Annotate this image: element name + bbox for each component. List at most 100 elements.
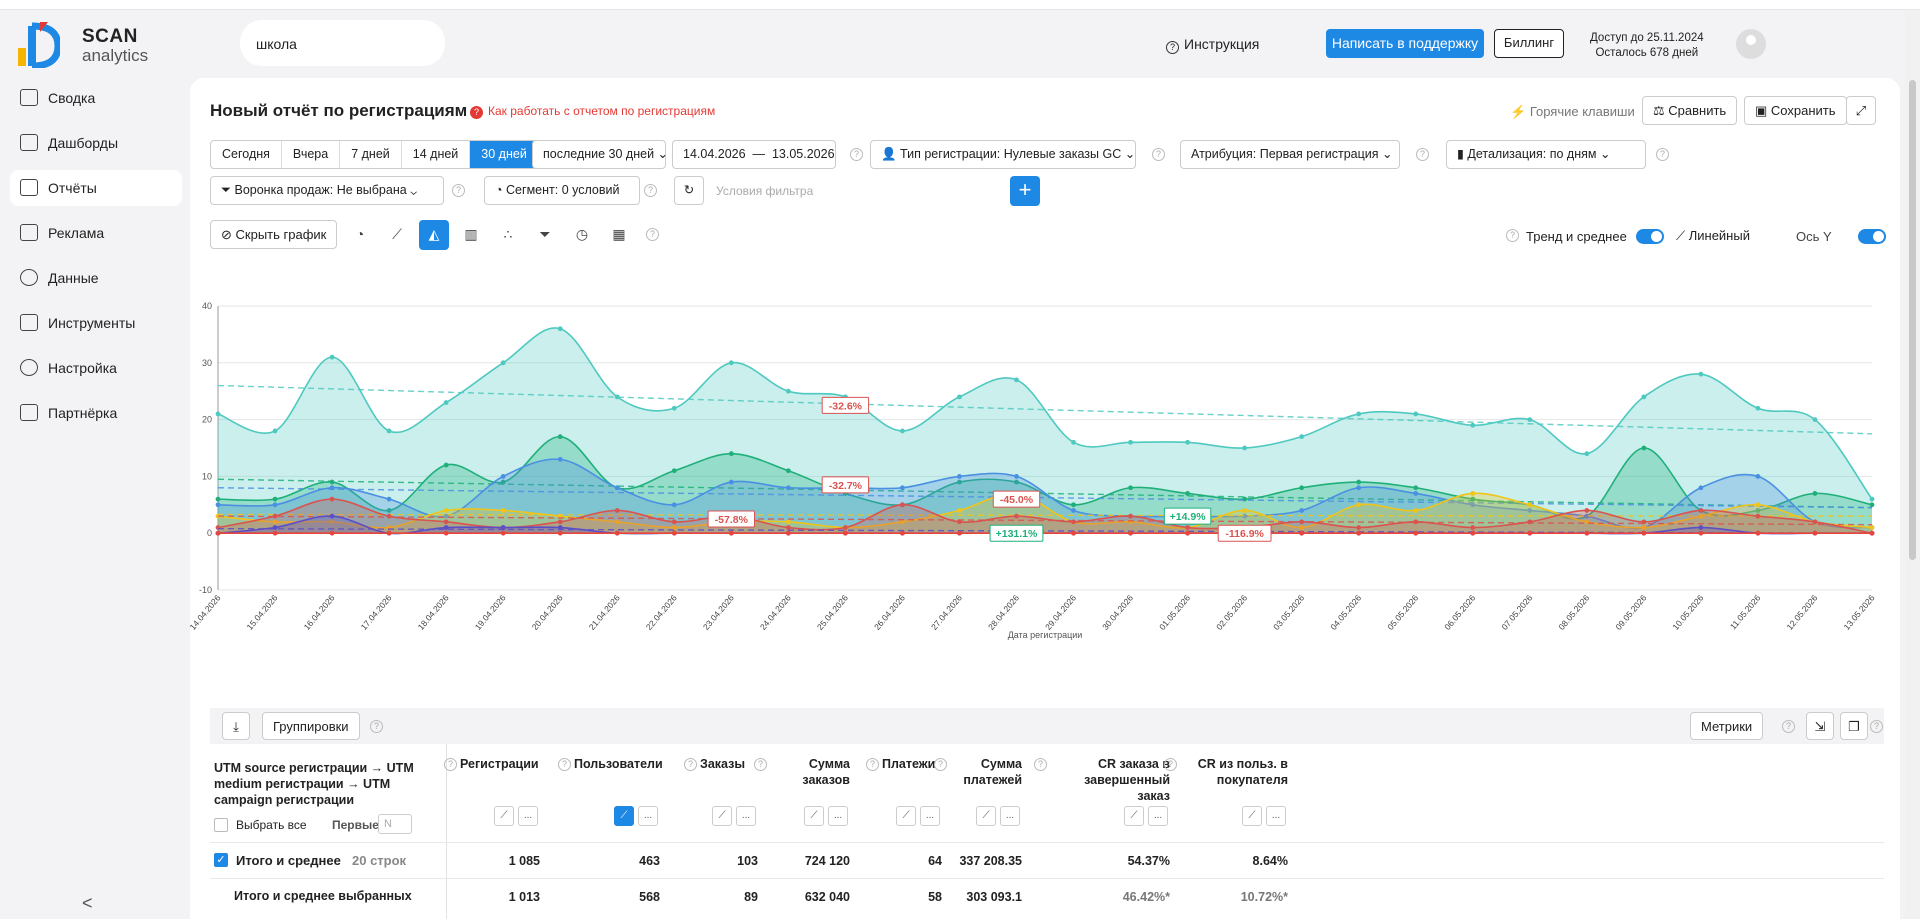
column-chart-icon[interactable]: ⟋	[804, 806, 824, 826]
help-icon[interactable]: ?	[1656, 148, 1669, 161]
first-n-input[interactable]: N	[378, 814, 412, 834]
pie-chart-icon[interactable]: ◔	[355, 226, 365, 242]
help-icon[interactable]: ?	[444, 758, 457, 771]
column-header[interactable]: Регистрации	[460, 757, 539, 771]
help-icon[interactable]: ?	[934, 758, 947, 771]
sidebar-collapse-icon[interactable]: <	[82, 893, 93, 913]
help-icon[interactable]: ?	[646, 228, 659, 241]
column-header[interactable]: Платежи	[882, 757, 936, 771]
help-icon[interactable]: ?	[866, 758, 879, 771]
support-button[interactable]: Написать в поддержку	[1326, 29, 1484, 58]
column-menu-icon[interactable]: ...	[1148, 806, 1168, 826]
scatter-chart-icon[interactable]: ∴	[503, 226, 513, 242]
axis-y-toggle[interactable]	[1858, 229, 1886, 244]
help-icon[interactable]: ?	[558, 758, 571, 771]
sidebar-item-dashboards[interactable]: Дашборды	[10, 125, 182, 161]
sidebar-item-partner[interactable]: Партнёрка	[10, 395, 182, 431]
column-menu-icon[interactable]: ...	[920, 806, 940, 826]
period-select[interactable]: последние 30 дней ⌄	[532, 140, 668, 169]
column-chart-icon[interactable]: ⟋	[976, 806, 996, 826]
help-icon[interactable]: ?	[452, 184, 465, 197]
fullscreen-icon[interactable]: ⤢	[1846, 96, 1876, 125]
table-row-selected-total[interactable]: Итого и среднее выбранных 1 013 568 89 632 …	[210, 878, 1884, 913]
sidebar-item-settings[interactable]: Настройка	[10, 350, 182, 386]
page-scrollbar[interactable]	[1905, 10, 1920, 919]
segment-select[interactable]: ◔ Сегмент: 0 условий	[484, 176, 640, 205]
sidebar-item-summary[interactable]: Сводка	[10, 80, 182, 116]
table-row-total[interactable]: ✓ Итого и среднее 20 строк 1 085 463 103 72…	[210, 842, 1884, 877]
period-14-days[interactable]: 14 дней	[402, 141, 471, 168]
help-icon[interactable]: ?	[1782, 720, 1795, 733]
column-menu-icon[interactable]: ...	[1266, 806, 1286, 826]
copy-icon[interactable]: ❐	[1840, 712, 1868, 740]
refresh-icon[interactable]: ↻	[674, 176, 704, 205]
column-menu-icon[interactable]: ...	[638, 806, 658, 826]
column-menu-icon[interactable]: ...	[518, 806, 538, 826]
help-icon[interactable]: ?	[370, 720, 383, 733]
scrollbar-thumb[interactable]	[1909, 80, 1916, 560]
registrations-chart[interactable]: 403020100-10Пользователи14.04.202615.04.…	[190, 260, 1890, 640]
help-icon[interactable]: ?	[644, 184, 657, 197]
help-icon[interactable]: ?	[850, 148, 863, 161]
sidebar-item-data[interactable]: Данные	[10, 260, 182, 296]
period-yesterday[interactable]: Вчера	[282, 141, 341, 168]
column-menu-icon[interactable]: ...	[1000, 806, 1020, 826]
compare-button[interactable]: ⚖ Сравнить	[1642, 96, 1738, 125]
user-avatar[interactable]	[1736, 29, 1766, 59]
period-30-days[interactable]: 30 дней	[470, 141, 538, 168]
column-header[interactable]: Пользователи	[574, 757, 663, 771]
funnel-select[interactable]: ⏷ Воронка продаж: Не выбрана ⌄	[210, 176, 444, 205]
registration-type-select[interactable]: 👤 Тип регистрации: Нулевые заказы GC ⌄	[870, 140, 1136, 169]
save-button[interactable]: ▣ Сохранить	[1744, 96, 1847, 125]
column-chart-icon[interactable]: ⟋	[1242, 806, 1262, 826]
metrics-button[interactable]: Метрики	[1690, 712, 1764, 740]
period-today[interactable]: Сегодня	[211, 141, 282, 168]
funnel-chart-icon[interactable]: ⏷	[539, 226, 551, 242]
bar-chart-icon[interactable]: ▥	[464, 226, 478, 242]
project-search[interactable]: школа	[240, 20, 445, 66]
report-help-link[interactable]: ? Как работать с отчетом по регистрациям	[470, 104, 715, 119]
download-icon[interactable]: ⤓	[222, 712, 250, 740]
column-chart-icon[interactable]: ⟋	[896, 806, 916, 826]
help-icon[interactable]: ?	[1034, 758, 1047, 771]
sidebar-item-tools[interactable]: Инструменты	[10, 305, 182, 341]
column-chart-icon[interactable]: ⟋	[1124, 806, 1144, 826]
billing-button[interactable]: Биллинг	[1494, 29, 1564, 58]
trend-toggle[interactable]	[1636, 229, 1664, 244]
export-icon[interactable]: ⇲	[1806, 712, 1834, 740]
select-all-checkbox[interactable]	[214, 818, 228, 832]
help-icon[interactable]: ?	[1870, 720, 1883, 733]
instruction-link[interactable]: ? Инструкция	[1166, 36, 1259, 54]
scale-select[interactable]: ⟋ Линейный	[1676, 228, 1750, 244]
attribution-select[interactable]: Атрибуция: Первая регистрация ⌄	[1180, 140, 1400, 169]
app-logo[interactable]: SCAN analytics	[18, 20, 158, 68]
help-icon[interactable]: ?	[684, 758, 697, 771]
date-range-input[interactable]: 14.04.2026 — 13.05.2026	[672, 140, 836, 169]
sidebar-item-reports[interactable]: Отчёты	[10, 170, 182, 206]
filter-conditions-input[interactable]: Условия фильтра	[716, 184, 814, 198]
help-icon[interactable]: ?	[754, 758, 767, 771]
sidebar-item-ads[interactable]: Реклама	[10, 215, 182, 251]
help-icon[interactable]: ?	[1152, 148, 1165, 161]
add-filter-button[interactable]: +	[1010, 176, 1040, 206]
groupings-button[interactable]: Группировки	[262, 712, 360, 740]
detail-select[interactable]: ▮ Детализация: по дням ⌄	[1446, 140, 1646, 169]
row-checkbox[interactable]: ✓	[214, 853, 228, 867]
help-icon[interactable]: ?	[1506, 229, 1519, 242]
grid-icon[interactable]: ▦	[612, 226, 626, 242]
column-header[interactable]: CR из польз. в покупателя	[1197, 757, 1288, 787]
column-header[interactable]: Сумма заказов	[802, 757, 850, 787]
column-chart-icon[interactable]: ⟋	[712, 806, 732, 826]
line-chart-icon[interactable]: ⟋	[392, 226, 402, 242]
hide-chart-button[interactable]: ⊘ Скрыть график	[210, 220, 338, 249]
column-menu-icon[interactable]: ...	[828, 806, 848, 826]
hotkeys-link[interactable]: ⚡ Горячие клавиши	[1510, 104, 1635, 119]
column-menu-icon[interactable]: ...	[736, 806, 756, 826]
help-icon[interactable]: ?	[1164, 758, 1177, 771]
area-chart-icon[interactable]: ◭	[419, 220, 449, 250]
period-7-days[interactable]: 7 дней	[340, 141, 402, 168]
column-header[interactable]: Заказы	[700, 757, 746, 771]
help-icon[interactable]: ?	[1416, 148, 1429, 161]
column-header[interactable]: CR заказа в завершенный заказ	[1084, 757, 1170, 803]
column-chart-icon[interactable]: ⟋	[614, 806, 634, 826]
